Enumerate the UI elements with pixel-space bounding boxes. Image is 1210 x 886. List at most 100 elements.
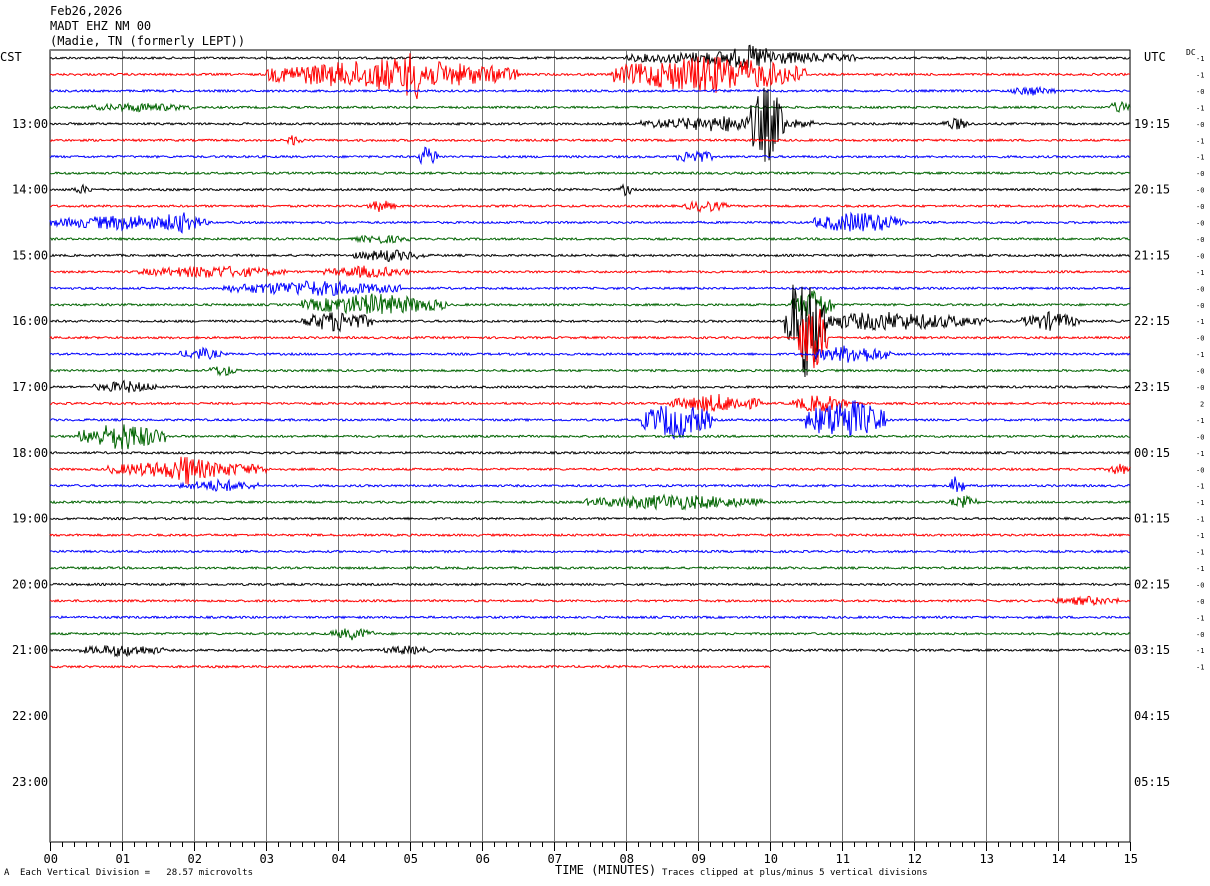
corner-mark: A bbox=[4, 868, 10, 878]
x-tick-label: 07 bbox=[548, 852, 562, 866]
x-tick-label: 11 bbox=[836, 852, 850, 866]
x-tick-label: 12 bbox=[908, 852, 922, 866]
seismic-trace bbox=[49, 532, 1131, 538]
seismic-trace bbox=[49, 549, 1130, 554]
dc-offset-label: -0 bbox=[1196, 88, 1204, 96]
seismic-trace bbox=[49, 170, 1131, 176]
seismic-trace bbox=[49, 211, 1131, 234]
dc-offset-label: -1 bbox=[1196, 154, 1204, 162]
x-tick-label: 04 bbox=[332, 852, 346, 866]
seismic-trace bbox=[49, 664, 771, 669]
cst-hour-label: 18:00 bbox=[12, 446, 48, 460]
seismic-trace bbox=[49, 100, 1131, 113]
dc-offset-label: -1 bbox=[1196, 483, 1204, 491]
x-tick-label: 05 bbox=[404, 852, 418, 866]
dc-offset-label: -0 bbox=[1196, 302, 1204, 310]
seismic-trace bbox=[49, 424, 1131, 450]
cst-hour-label: 23:00 bbox=[12, 775, 48, 789]
seismic-trace bbox=[49, 400, 1131, 440]
dc-offset-label: -1 bbox=[1196, 417, 1204, 425]
seismic-trace bbox=[49, 183, 1130, 197]
utc-hour-label: 22:15 bbox=[1134, 314, 1170, 328]
dc-offset-label: -1 bbox=[1196, 647, 1204, 655]
x-tick-label: 13 bbox=[980, 852, 994, 866]
seismic-trace bbox=[49, 565, 1131, 571]
dc-offset-label: -0 bbox=[1196, 187, 1204, 195]
seismic-trace bbox=[49, 200, 1131, 214]
seismic-trace bbox=[49, 249, 1131, 263]
dc-label: DC bbox=[1186, 48, 1196, 57]
x-tick-label: 08 bbox=[620, 852, 634, 866]
dc-offset-label: -0 bbox=[1196, 466, 1204, 474]
x-tick-label: 03 bbox=[260, 852, 274, 866]
seismic-trace bbox=[49, 582, 1131, 587]
seismic-trace bbox=[49, 53, 1131, 100]
dc-offset-label: -0 bbox=[1196, 203, 1204, 211]
dc-offset-label: -1 bbox=[1196, 71, 1204, 79]
dc-offset-label: -0 bbox=[1196, 252, 1204, 260]
utc-hour-label: 00:15 bbox=[1134, 446, 1170, 460]
seismic-trace bbox=[49, 627, 1131, 641]
dc-offset-label: -1 bbox=[1196, 614, 1204, 622]
x-tick-label: 09 bbox=[692, 852, 706, 866]
seismic-trace bbox=[49, 308, 1131, 369]
dc-offset-label: -1 bbox=[1196, 137, 1204, 145]
dc-offset-label: -0 bbox=[1196, 598, 1204, 606]
dc-offset-label: -1 bbox=[1196, 532, 1204, 540]
dc-offset-label: -1 bbox=[1196, 549, 1204, 557]
x-tick-label: 15 bbox=[1124, 852, 1138, 866]
seismic-trace bbox=[49, 289, 1131, 317]
seismic-trace bbox=[49, 135, 1131, 146]
cst-hour-label: 15:00 bbox=[12, 248, 48, 262]
header-station: MADT EHZ NM 00 bbox=[50, 19, 152, 33]
seismic-trace bbox=[49, 146, 1131, 166]
seismic-trace bbox=[49, 345, 1131, 363]
x-tick-label: 06 bbox=[476, 852, 490, 866]
seismic-trace bbox=[49, 85, 1130, 97]
utc-hour-label: 05:15 bbox=[1134, 775, 1170, 789]
dc-offset-label: -0 bbox=[1196, 236, 1204, 244]
right-timezone-label: UTC bbox=[1144, 50, 1166, 64]
seismic-trace bbox=[49, 87, 1131, 162]
x-tick-label: 14 bbox=[1052, 852, 1066, 866]
seismic-trace bbox=[49, 379, 1131, 393]
dc-offset-label: -0 bbox=[1196, 433, 1204, 441]
utc-hour-label: 20:15 bbox=[1134, 183, 1170, 197]
dc-offset-label: -1 bbox=[1196, 269, 1204, 277]
cst-hour-label: 14:00 bbox=[12, 183, 48, 197]
dc-offset-label: -1 bbox=[1196, 499, 1204, 507]
seismic-trace bbox=[49, 265, 1131, 279]
cst-hour-label: 21:00 bbox=[12, 643, 48, 657]
seismic-trace bbox=[49, 393, 1131, 413]
cst-hour-label: 16:00 bbox=[12, 314, 48, 328]
seismic-trace bbox=[49, 493, 1131, 511]
dc-offset-label: -0 bbox=[1196, 220, 1204, 228]
dc-offset-label: -1 bbox=[1196, 55, 1204, 63]
scale-note: Each Vertical Division = 28.57 microvolt… bbox=[20, 868, 253, 878]
dc-offset-label: -1 bbox=[1196, 450, 1204, 458]
seismic-trace bbox=[49, 615, 1131, 620]
cst-hour-label: 17:00 bbox=[12, 380, 48, 394]
x-tick-label: 01 bbox=[116, 852, 130, 866]
dc-offset-label: -0 bbox=[1196, 121, 1204, 129]
seismic-trace bbox=[49, 456, 1131, 485]
utc-hour-label: 01:15 bbox=[1134, 512, 1170, 526]
seismic-trace bbox=[49, 450, 1131, 455]
utc-hour-label: 04:15 bbox=[1134, 709, 1170, 723]
header-location: (Madie, TN (formerly LEPT)) bbox=[50, 34, 246, 48]
utc-hour-label: 02:15 bbox=[1134, 577, 1170, 591]
seismic-trace bbox=[49, 476, 1131, 492]
dc-offset-label: -0 bbox=[1196, 631, 1204, 639]
cst-hour-label: 13:00 bbox=[12, 117, 48, 131]
cst-hour-label: 22:00 bbox=[12, 709, 48, 723]
utc-hour-label: 19:15 bbox=[1134, 117, 1170, 131]
x-tick-label: 02 bbox=[188, 852, 202, 866]
seismic-trace bbox=[49, 366, 1131, 377]
x-tick-label: 00 bbox=[44, 852, 58, 866]
dc-offset-label: -0 bbox=[1196, 384, 1204, 392]
seismic-trace bbox=[49, 516, 1131, 521]
header-date: Feb26,2026 bbox=[50, 4, 123, 18]
utc-hour-label: 03:15 bbox=[1134, 643, 1170, 657]
dc-offset-label: -0 bbox=[1196, 335, 1204, 343]
